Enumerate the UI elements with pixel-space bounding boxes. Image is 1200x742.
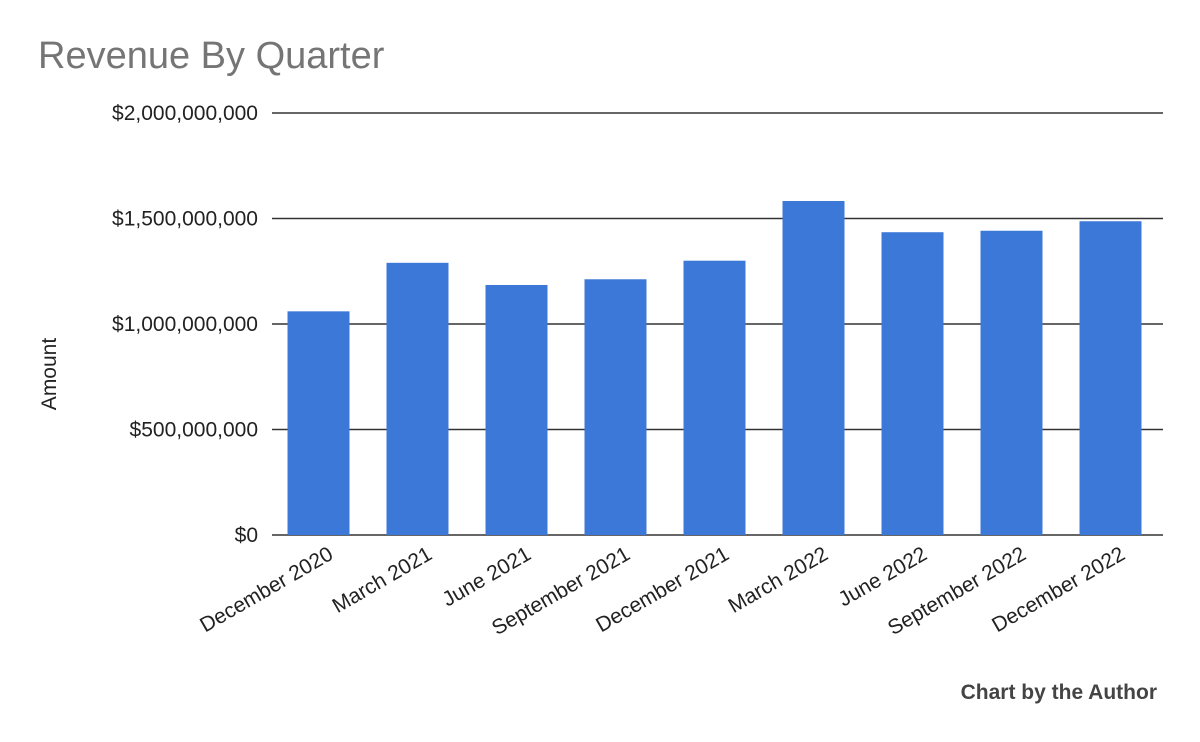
bar [881,232,944,535]
bar [980,230,1043,535]
bar [485,284,548,535]
chart-credit: Chart by the Author [961,681,1157,704]
bar [782,200,845,535]
bar [287,311,350,535]
bars [287,200,1142,536]
x-tick-label: March 2021 [328,542,436,617]
chart-title: Revenue By Quarter [38,35,385,77]
x-tick-label: December 2020 [196,542,337,637]
bar [683,260,746,535]
x-tick-label: March 2022 [724,542,832,617]
y-tick-label: $2,000,000,000 [112,102,258,125]
y-tick-labels: $0 $500,000,000 $1,000,000,000 $1,500,000,0… [112,102,258,547]
y-tick-label: $1,500,000,000 [112,208,258,231]
y-tick-label: $500,000,000 [130,419,258,442]
bar [584,279,647,535]
y-tick-label: $1,000,000,000 [112,313,258,336]
bar [386,262,449,535]
y-axis-title: Amount [38,338,61,411]
bar [1079,221,1142,536]
y-tick-label: $0 [235,524,258,547]
